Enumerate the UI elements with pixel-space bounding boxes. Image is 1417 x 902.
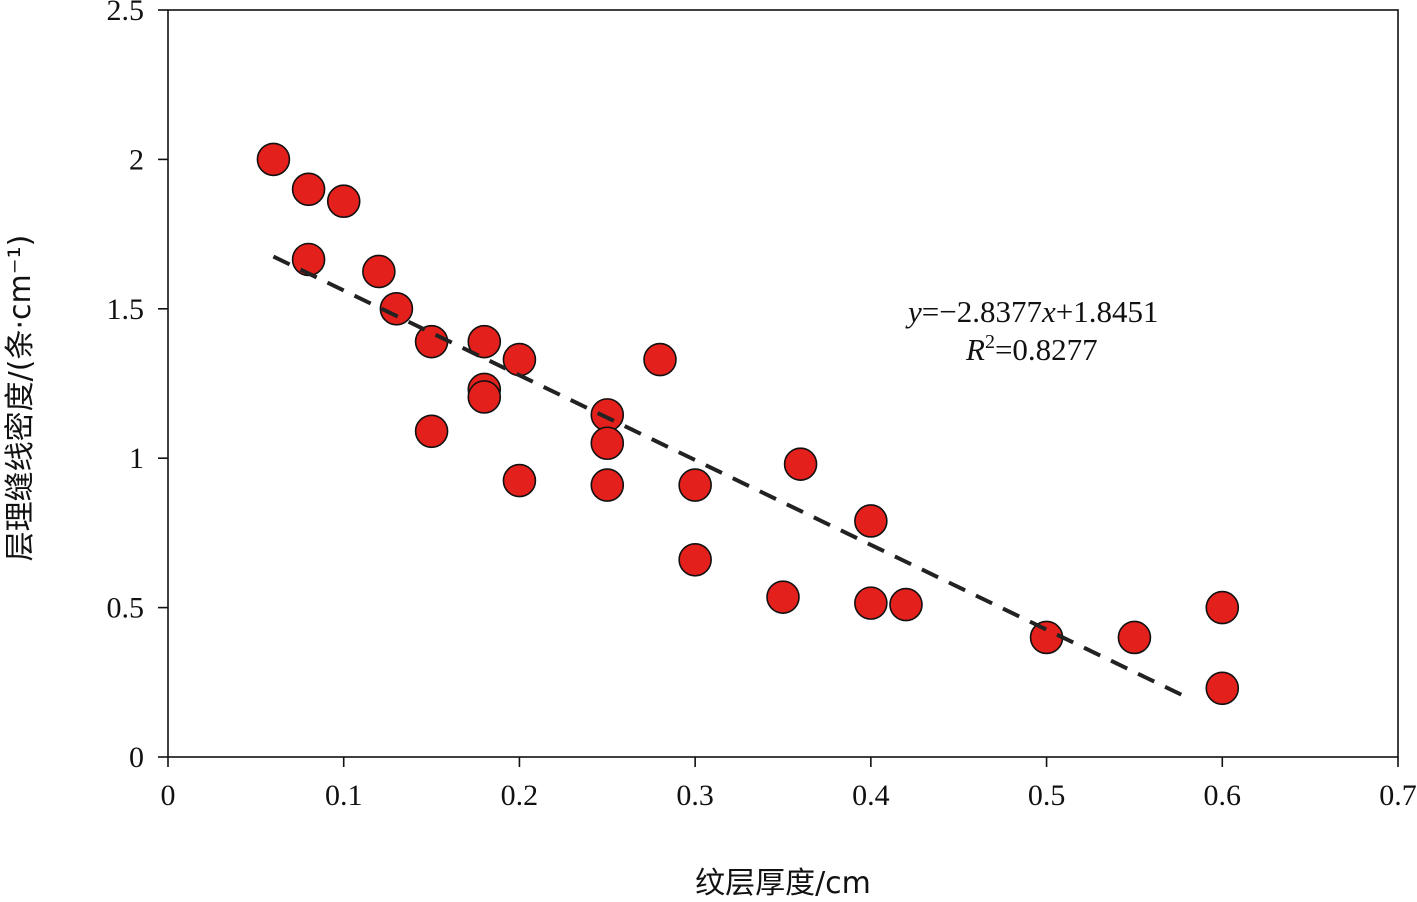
data-point [678,542,712,577]
ticks: 0 0.1 0.2 0.3 0.4 0.5 0.6 0.7 0 0.5 1 1.5 2 2.5 [107,0,1417,812]
points-group [256,142,1240,706]
x-tick-label: 0.4 [852,779,890,812]
data-point [467,380,502,414]
data-point [256,142,291,177]
y-tick-label: 0.5 [107,592,145,625]
data-point [467,324,502,359]
axes [167,9,1399,758]
data-point [362,254,396,289]
data-point [1205,671,1240,706]
data-point [414,414,449,449]
x-tick-label: 0.3 [676,779,714,812]
data-point [326,184,361,219]
x-tick-label: 0.2 [501,779,539,812]
data-point [414,324,449,359]
data-point [783,447,818,481]
data-point [502,342,537,377]
x-tick-label: 0 [161,779,176,812]
y-tick-label: 2.5 [107,0,145,27]
trendline-group [272,254,1189,700]
data-point [1205,590,1240,625]
y-tick-label: 0 [129,741,144,774]
data-point [590,398,625,432]
data-point [291,172,326,207]
regression-equation: y=−2.8377x+1.8451 [905,294,1158,329]
y-tick-label: 1.5 [107,293,145,326]
data-point [291,242,326,277]
data-point [379,291,414,326]
x-tick-label: 0.6 [1204,779,1242,812]
plot-frame [167,9,1399,758]
data-point [854,504,888,538]
x-tick-label: 0.5 [1028,779,1066,812]
data-point [678,468,712,502]
data-point [590,468,625,502]
data-point [766,580,800,614]
data-point [643,342,677,377]
data-point [590,426,625,461]
y-axis-title: 层理缝线密度/(条·cm⁻¹) [3,235,38,562]
y-tick-label: 1 [129,442,144,475]
r-squared-label: R2=0.8277 [965,331,1098,367]
data-point [889,587,923,622]
x-tick-label: 0.1 [325,779,363,812]
y-tick-label: 2 [129,143,144,176]
x-axis-title: 纹层厚度/cm [695,866,871,901]
x-tick-label: 0.7 [1379,779,1417,812]
data-point [854,586,888,620]
data-point [502,463,537,498]
trendline [272,254,1189,700]
data-point [1117,620,1152,655]
